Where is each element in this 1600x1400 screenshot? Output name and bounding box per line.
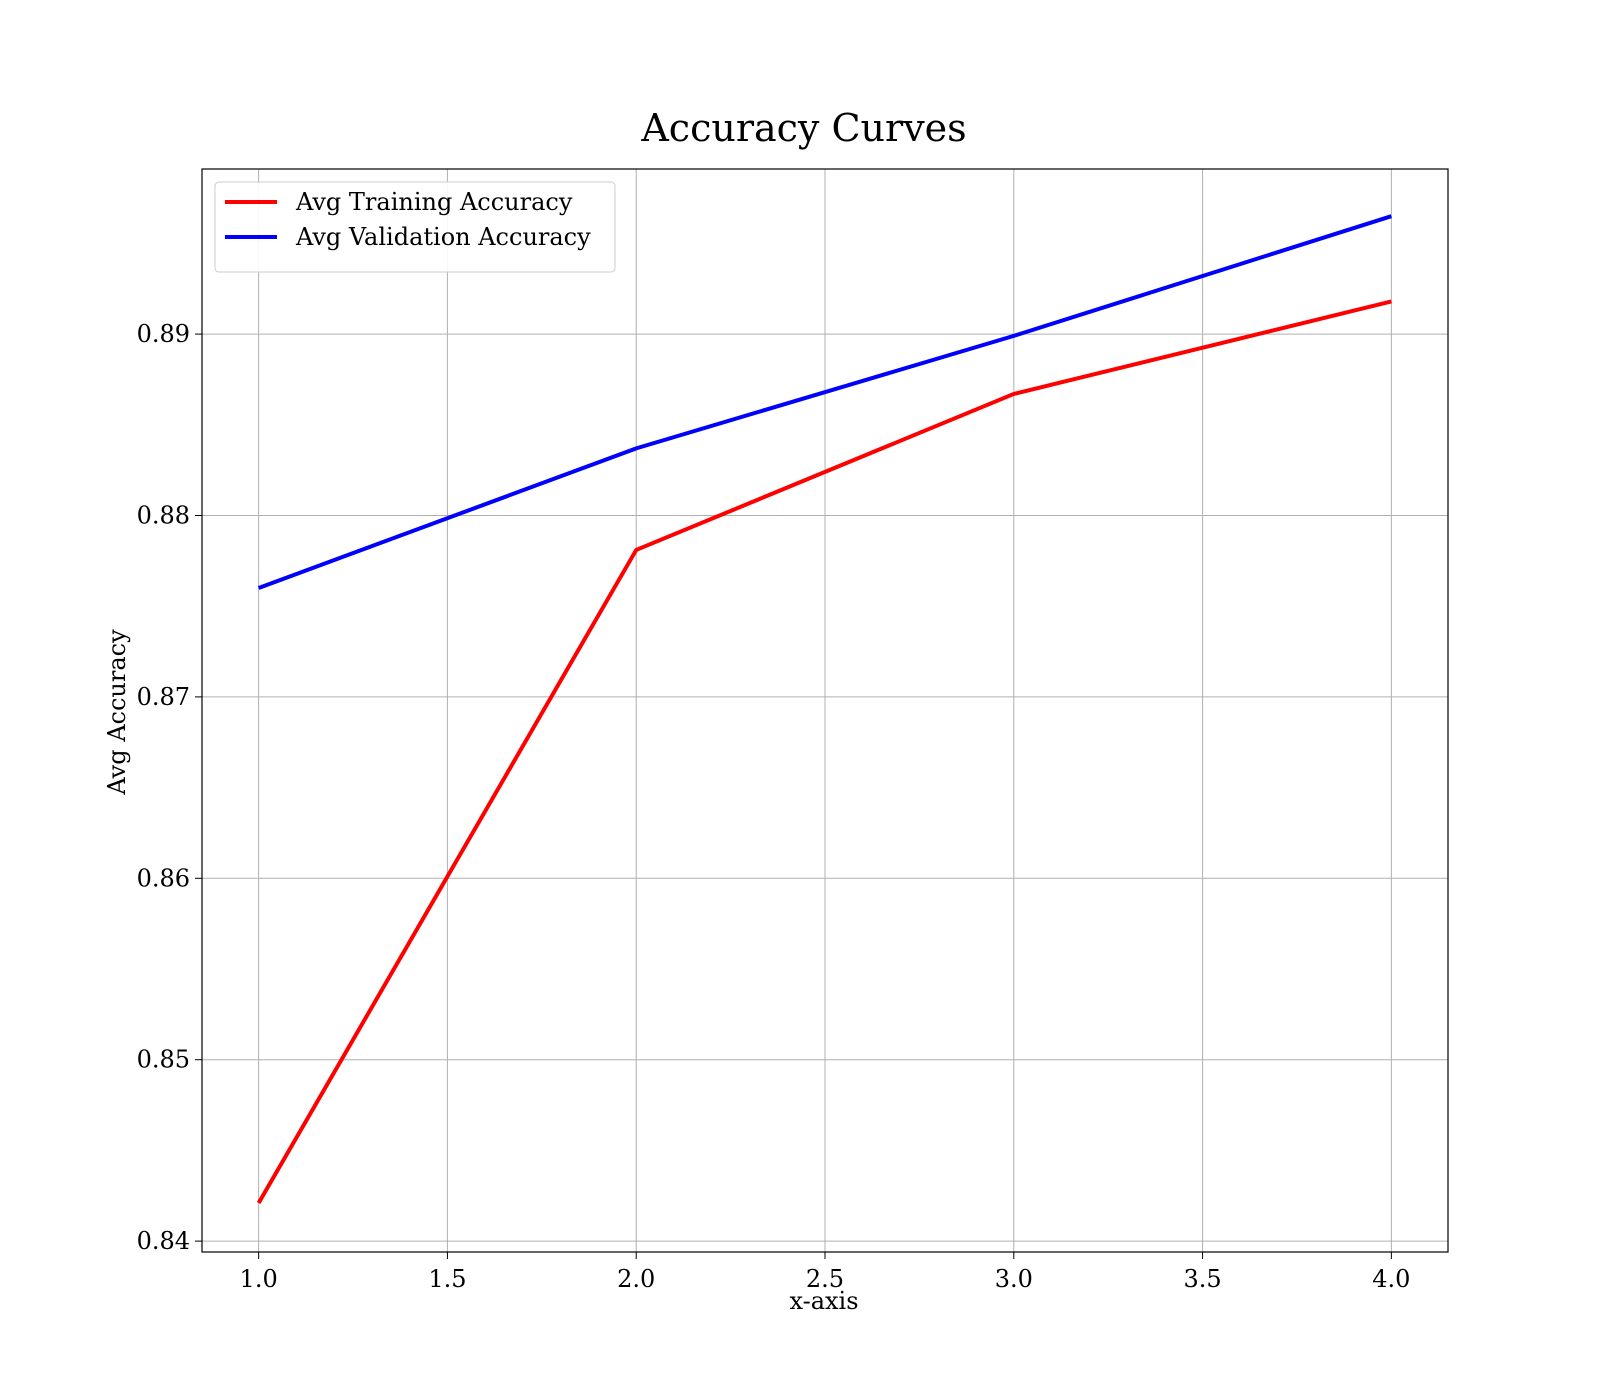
x-tick-label: 3.0	[995, 1265, 1033, 1293]
y-tick-label: 0.89	[137, 320, 190, 348]
x-axis-label: x-axis	[789, 1287, 858, 1315]
x-tick-label: 4.0	[1372, 1265, 1410, 1293]
series-lines	[256, 214, 1392, 1205]
x-tick-label: 1.0	[240, 1265, 278, 1293]
chart-title: Accuracy Curves	[640, 106, 966, 150]
x-tick-label: 2.5	[806, 1265, 844, 1293]
y-tick-label: 0.84	[137, 1227, 190, 1255]
x-tick-label: 1.5	[428, 1265, 466, 1293]
y-axis-label: Avg Accuracy	[103, 629, 131, 796]
series-line-training	[256, 299, 1392, 1205]
legend-frame	[214, 181, 616, 273]
x-tick-label: 2.0	[617, 1265, 655, 1293]
y-tick-label: 0.86	[137, 864, 190, 892]
grid-lines	[202, 169, 1448, 1252]
y-tick-label: 0.88	[137, 501, 190, 529]
y-tick-label: 0.87	[137, 683, 190, 711]
series-line-validation	[257, 214, 1392, 590]
legend-label: Avg Training Accuracy	[295, 188, 573, 216]
axis-ticks: 1.0 1.5 2.0 2.5 3.0 3.5 4.0 0.84 0.85 0.86 0.87 0.8…	[137, 320, 1411, 1293]
x-tick-label: 3.5	[1183, 1265, 1221, 1293]
y-tick-label: 0.85	[137, 1046, 190, 1074]
legend-label: Avg Validation Accuracy	[295, 223, 591, 251]
legend: Avg Training Accuracy Avg Validation Accu…	[214, 181, 616, 273]
